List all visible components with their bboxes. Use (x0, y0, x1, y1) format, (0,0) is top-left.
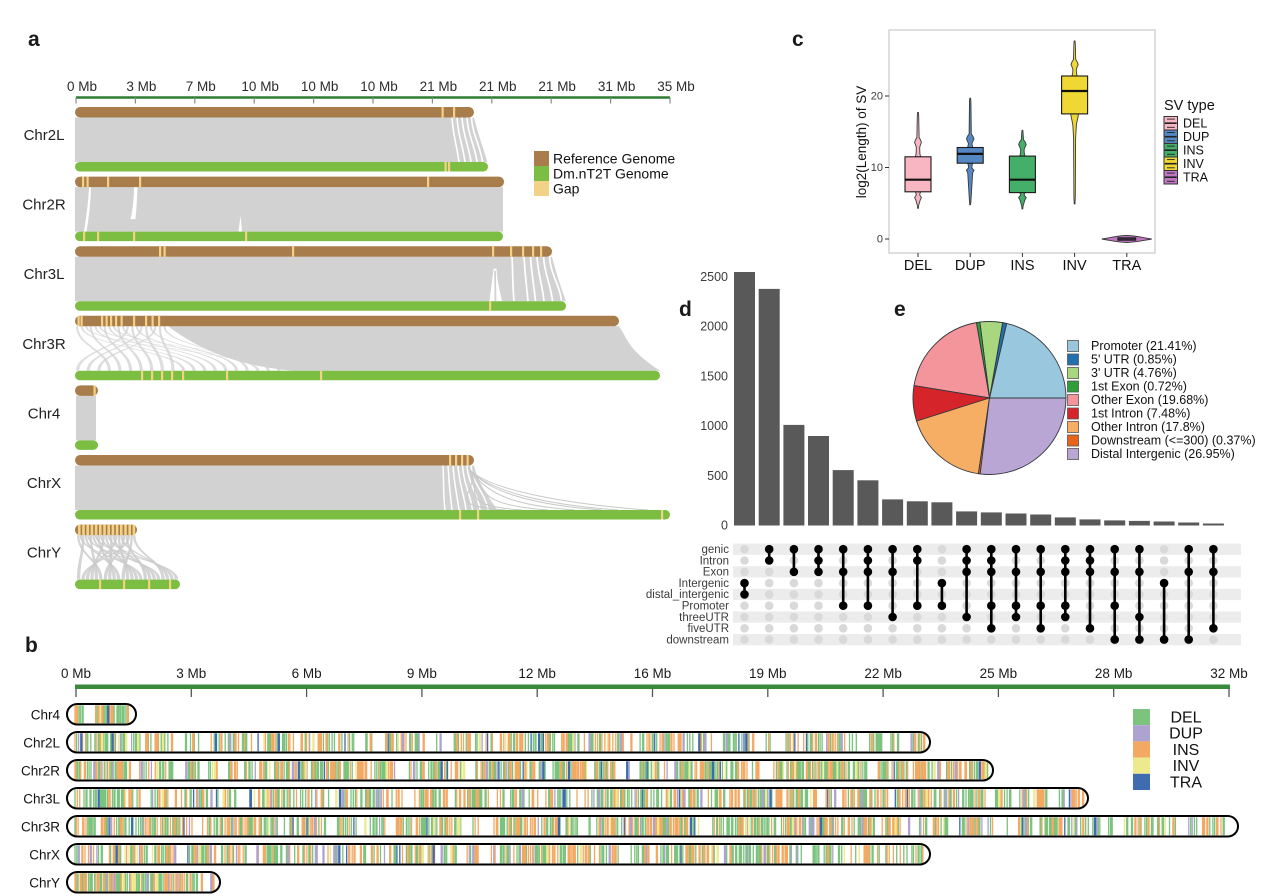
svg-text:0 Mb: 0 Mb (61, 666, 91, 681)
svg-text:3 Mb: 3 Mb (176, 666, 206, 681)
svg-text:5' UTR (0.85%): 5' UTR (0.85%) (1091, 353, 1177, 367)
svg-text:Intergenic: Intergenic (678, 578, 729, 590)
svg-text:10 Mb: 10 Mb (301, 79, 339, 94)
svg-text:31 Mb: 31 Mb (598, 79, 636, 94)
svg-text:Other Intron (17.8%): Other Intron (17.8%) (1091, 420, 1205, 434)
svg-text:c: c (792, 28, 804, 51)
svg-text:DEL: DEL (904, 258, 932, 274)
svg-text:3 Mb: 3 Mb (126, 79, 156, 94)
svg-text:Gap: Gap (553, 181, 580, 197)
svg-text:10 Mb: 10 Mb (360, 79, 398, 94)
svg-text:Downstream (<=300) (0.37%): Downstream (<=300) (0.37%) (1091, 434, 1256, 448)
svg-text:e: e (894, 298, 906, 321)
svg-text:3' UTR (4.76%): 3' UTR (4.76%) (1091, 366, 1177, 380)
svg-text:Exon: Exon (703, 567, 729, 579)
svg-text:INV: INV (1063, 258, 1088, 274)
svg-text:Reference Genome: Reference Genome (553, 151, 675, 167)
svg-text:Dm.nT2T Genome: Dm.nT2T Genome (553, 166, 669, 182)
svg-text:Chr4: Chr4 (31, 707, 61, 722)
svg-text:distal_intergenic: distal_intergenic (646, 589, 729, 601)
svg-text:Distal Intergenic (26.95%): Distal Intergenic (26.95%) (1091, 447, 1235, 461)
svg-text:Chr2R: Chr2R (21, 763, 60, 778)
svg-text:DUP: DUP (1169, 726, 1203, 743)
svg-text:0: 0 (721, 519, 728, 533)
svg-text:Chr3L: Chr3L (23, 791, 60, 806)
svg-text:Chr2R: Chr2R (22, 197, 66, 214)
svg-text:Promoter (21.41%): Promoter (21.41%) (1091, 339, 1197, 353)
svg-text:12 Mb: 12 Mb (518, 666, 556, 681)
svg-text:19 Mb: 19 Mb (749, 666, 787, 681)
svg-text:9 Mb: 9 Mb (407, 666, 437, 681)
svg-text:b: b (25, 634, 38, 657)
svg-text:genic: genic (702, 544, 730, 556)
svg-text:ChrX: ChrX (29, 847, 60, 862)
svg-text:Other Exon (19.68%): Other Exon (19.68%) (1091, 393, 1208, 407)
svg-text:a: a (28, 28, 40, 51)
svg-text:21 Mb: 21 Mb (479, 79, 517, 94)
svg-text:threeUTR: threeUTR (679, 612, 729, 624)
svg-text:500: 500 (707, 469, 728, 483)
svg-text:16 Mb: 16 Mb (634, 666, 672, 681)
svg-text:25 Mb: 25 Mb (980, 666, 1018, 681)
svg-text:DEL: DEL (1183, 117, 1207, 131)
svg-text:log2(Length) of SV: log2(Length) of SV (854, 86, 869, 199)
svg-text:1500: 1500 (700, 369, 728, 383)
svg-text:fiveUTR: fiveUTR (687, 623, 729, 635)
svg-text:Chr4: Chr4 (28, 405, 61, 422)
svg-text:Chr3L: Chr3L (24, 266, 65, 283)
svg-text:20: 20 (871, 91, 883, 103)
svg-text:21 Mb: 21 Mb (538, 79, 576, 94)
svg-text:SV type: SV type (1164, 98, 1215, 114)
svg-text:ChrY: ChrY (27, 545, 61, 562)
svg-text:32 Mb: 32 Mb (1210, 666, 1248, 681)
svg-text:INS: INS (1173, 742, 1200, 759)
svg-text:INV: INV (1173, 758, 1200, 775)
svg-text:d: d (679, 298, 692, 321)
svg-text:Chr2L: Chr2L (24, 127, 65, 144)
svg-text:Intron: Intron (700, 555, 729, 567)
svg-text:downstream: downstream (666, 634, 729, 646)
svg-text:2500: 2500 (700, 270, 728, 284)
svg-text:DEL: DEL (1170, 710, 1201, 727)
svg-text:10: 10 (871, 162, 883, 174)
svg-text:TRA: TRA (1112, 258, 1141, 274)
svg-text:10 Mb: 10 Mb (241, 79, 279, 94)
svg-text:Chr3R: Chr3R (21, 819, 60, 834)
svg-text:28 Mb: 28 Mb (1095, 666, 1133, 681)
svg-text:ChrX: ChrX (27, 475, 61, 492)
svg-text:6 Mb: 6 Mb (292, 666, 322, 681)
svg-text:DUP: DUP (955, 258, 986, 274)
svg-text:Promoter: Promoter (682, 601, 729, 613)
svg-text:INS: INS (1183, 144, 1204, 158)
svg-text:21 Mb: 21 Mb (420, 79, 458, 94)
svg-text:7 Mb: 7 Mb (186, 79, 216, 94)
svg-text:Chr2L: Chr2L (23, 735, 60, 750)
svg-text:1st Exon (0.72%): 1st Exon (0.72%) (1091, 380, 1187, 394)
svg-text:0: 0 (877, 234, 883, 246)
svg-text:TRA: TRA (1170, 774, 1202, 791)
svg-text:0 Mb: 0 Mb (67, 79, 97, 94)
svg-text:ChrY: ChrY (29, 875, 60, 890)
svg-text:1st Intron (7.48%): 1st Intron (7.48%) (1091, 407, 1190, 421)
svg-text:TRA: TRA (1183, 171, 1209, 185)
svg-text:INV: INV (1183, 157, 1205, 171)
svg-text:DUP: DUP (1183, 130, 1209, 144)
svg-text:2000: 2000 (700, 320, 728, 334)
svg-text:INS: INS (1010, 258, 1034, 274)
svg-text:35 Mb: 35 Mb (657, 79, 695, 94)
svg-text:Chr3R: Chr3R (22, 336, 66, 353)
svg-text:22 Mb: 22 Mb (864, 666, 902, 681)
svg-text:1000: 1000 (700, 419, 728, 433)
